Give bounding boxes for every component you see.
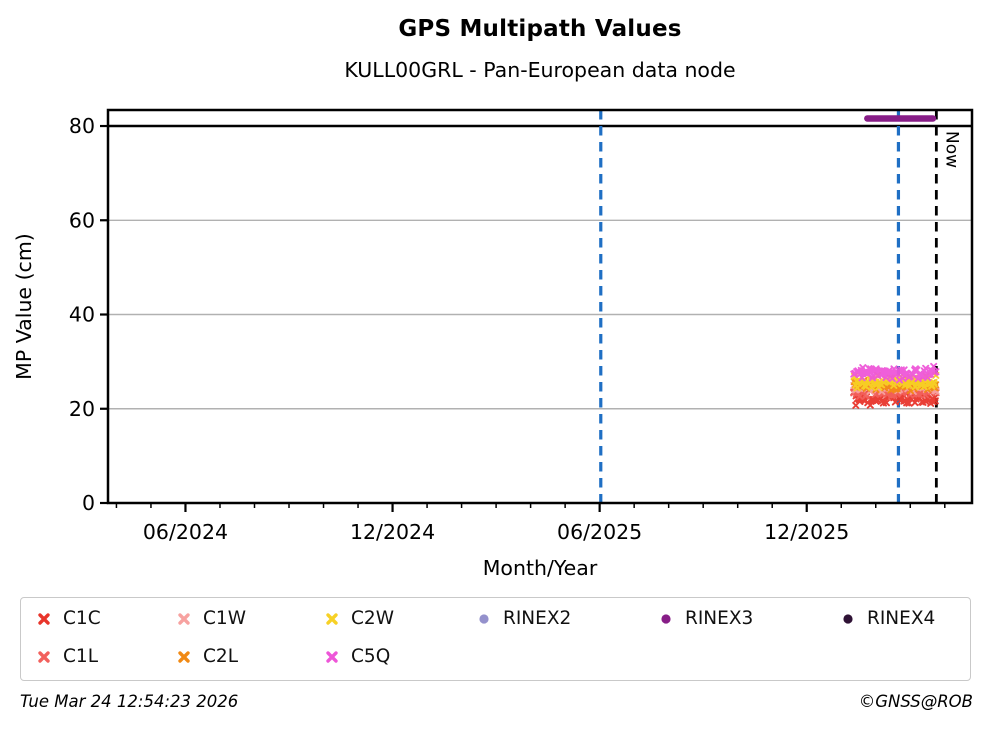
dot-marker-icon [843, 614, 853, 624]
x-marker-icon [178, 613, 190, 625]
legend-item-C2L: C2L [175, 644, 238, 670]
legend-label: RINEX3 [685, 607, 754, 629]
y-tick-label: 0 [82, 491, 95, 515]
y-tick-label: 20 [69, 397, 95, 421]
plot-border [106, 108, 974, 505]
legend-label: RINEX4 [867, 607, 936, 629]
chart-title: GPS Multipath Values [398, 16, 682, 42]
plot-timestamp: Tue Mar 24 12:54:23 2026 [20, 692, 239, 711]
legend-label: C1W [203, 607, 246, 629]
chart-canvas: Now 06/2024 12/2024 06/2025 12/2025 0 20 40 60 80… [12, 108, 974, 580]
y-tick-label: 40 [69, 303, 95, 327]
legend-label: C2W [351, 607, 394, 629]
legend: C1C C1L C1W C2L C2W C5Q RINEX2 RINEX3 RINEX4 [20, 597, 971, 681]
legend-item-RINEX4: RINEX4 [839, 606, 935, 632]
legend-item-C1L: C1L [35, 644, 98, 670]
legend-item-C1C: C1C [35, 606, 101, 632]
legend-label: C1C [63, 607, 101, 629]
legend-label: C2L [203, 645, 238, 667]
x-tick-label: 12/2024 [350, 520, 435, 544]
dot-marker-icon [479, 614, 489, 624]
legend-item-C5Q: C5Q [323, 644, 390, 670]
x-tick-label: 06/2024 [143, 520, 228, 544]
scatter-series-C5Q [850, 362, 940, 384]
legend-label: C1L [63, 645, 98, 667]
copyright-label: ©GNSS@ROB [858, 692, 973, 711]
x-marker-icon [326, 651, 338, 663]
y-tick-label: 60 [69, 208, 95, 232]
x-tick-label: 06/2025 [557, 520, 642, 544]
legend-label: C5Q [351, 645, 391, 667]
legend-item-C1W: C1W [175, 606, 246, 632]
chart-subtitle: KULL00GRL - Pan-European data node [344, 58, 736, 82]
x-marker-icon [38, 651, 50, 663]
legend-label: RINEX2 [503, 607, 572, 629]
x-tick-label: 12/2025 [764, 520, 849, 544]
x-marker-icon [38, 613, 50, 625]
x-marker-icon [326, 613, 338, 625]
x-marker-icon [178, 651, 190, 663]
dot-marker-icon [661, 614, 671, 624]
x-axis-label: Month/Year [483, 556, 598, 580]
legend-item-C2W: C2W [323, 606, 394, 632]
legend-item-RINEX2: RINEX2 [475, 606, 571, 632]
legend-item-RINEX3: RINEX3 [657, 606, 753, 632]
y-tick-label: 80 [69, 114, 95, 138]
y-axis-label: MP Value (cm) [12, 233, 36, 380]
now-label: Now [941, 131, 961, 168]
